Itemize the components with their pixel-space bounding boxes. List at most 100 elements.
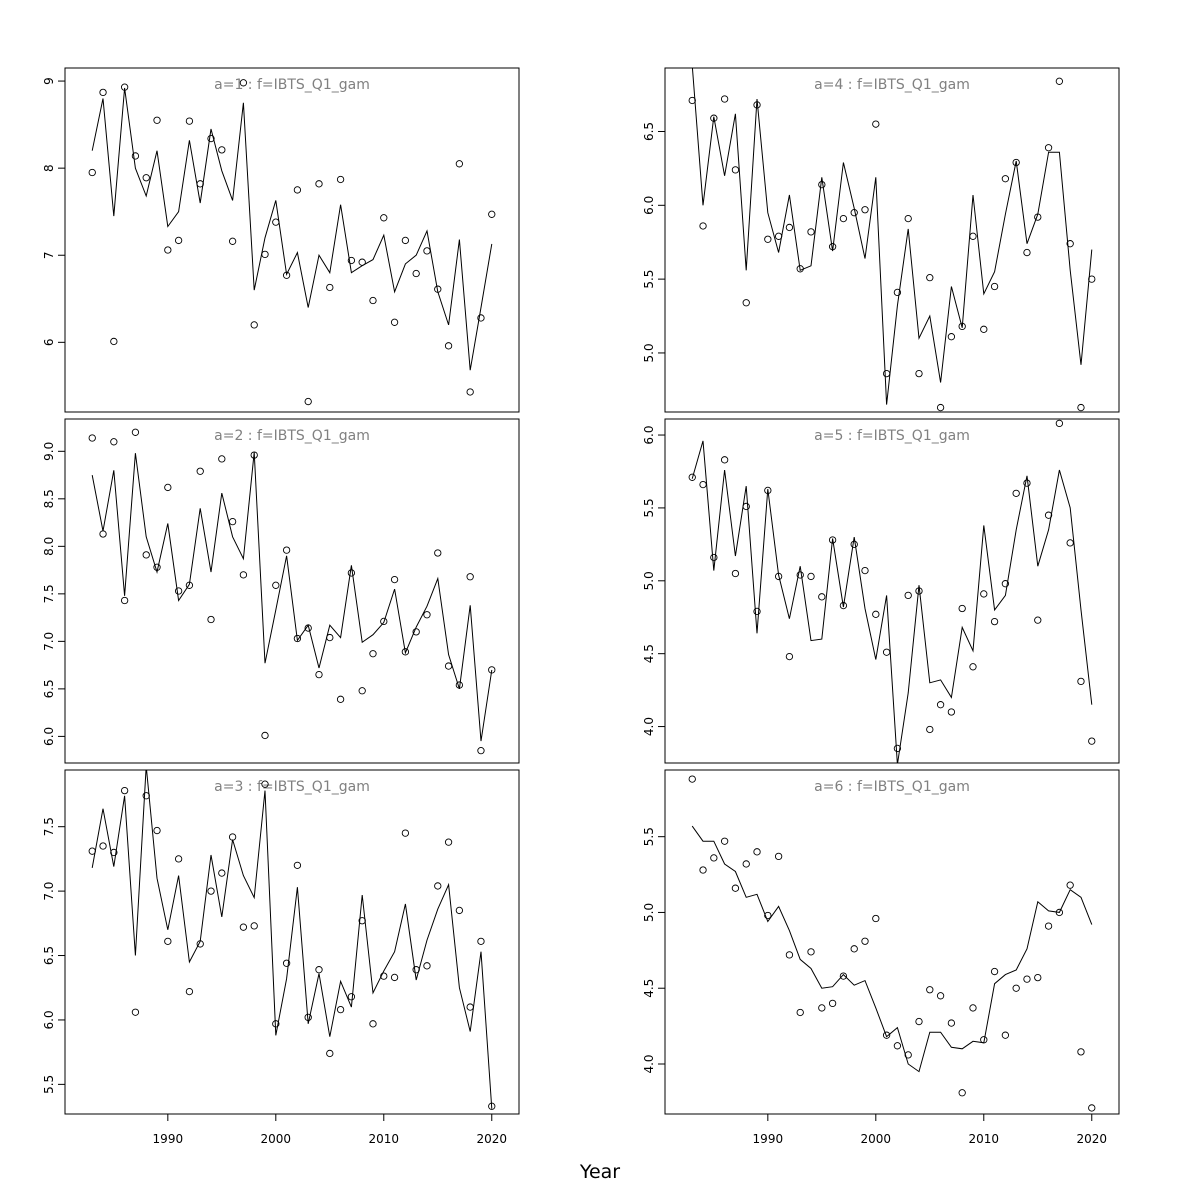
observed-point bbox=[358, 917, 366, 925]
observed-point bbox=[969, 1004, 977, 1012]
observed-point bbox=[466, 573, 474, 581]
x-tick-label: 2020 bbox=[476, 1132, 507, 1146]
observed-point bbox=[272, 581, 280, 589]
observed-point bbox=[401, 236, 410, 245]
observed-point bbox=[336, 175, 345, 184]
observed-point bbox=[796, 1008, 804, 1017]
observed-point bbox=[1034, 213, 1042, 221]
panel-5: a=3 : f=IBTS_Q1_gam 5.5 6.0 6.5 7.0 7.5 1990 20… bbox=[42, 769, 520, 1146]
observed-point bbox=[915, 587, 923, 595]
observed-point bbox=[401, 829, 410, 837]
panel-title: a=2 : f=IBTS_Q1_gam bbox=[214, 428, 370, 444]
plot-frame bbox=[64, 67, 520, 413]
observed-point bbox=[926, 273, 934, 282]
observed-point bbox=[142, 551, 150, 559]
panel-title: a=3 : f=IBTS_Q1_gam bbox=[214, 779, 370, 795]
observed-point bbox=[142, 174, 150, 182]
observed-point bbox=[796, 265, 804, 273]
observed-point bbox=[904, 1051, 912, 1059]
observed-point bbox=[1023, 479, 1031, 487]
observed-point bbox=[915, 1017, 923, 1026]
observed-point bbox=[455, 906, 464, 915]
observed-point bbox=[228, 517, 237, 526]
observed-point bbox=[1044, 144, 1053, 152]
y-tick-label: 5.0 bbox=[642, 343, 656, 362]
observed-point bbox=[228, 237, 237, 245]
observed-point bbox=[936, 701, 945, 709]
y-tick-label: 4.0 bbox=[642, 1054, 656, 1073]
observed-point bbox=[207, 887, 215, 895]
observed-point bbox=[796, 571, 804, 579]
observed-point bbox=[904, 591, 912, 600]
observed-point bbox=[153, 826, 161, 835]
observed-point bbox=[185, 117, 194, 125]
panel-1: a=1 : f=IBTS_Q1_gam 6 7 8 9 bbox=[42, 67, 520, 413]
observed-point bbox=[731, 884, 740, 892]
observed-point bbox=[358, 258, 366, 266]
observed-point bbox=[239, 79, 248, 87]
observed-point bbox=[131, 428, 140, 436]
observed-point bbox=[444, 342, 453, 350]
observed-point bbox=[742, 299, 750, 307]
observed-point bbox=[990, 967, 999, 976]
observed-point bbox=[99, 530, 107, 538]
observed-point bbox=[369, 1020, 377, 1028]
plot-frame bbox=[664, 769, 1120, 1115]
observed-point bbox=[861, 206, 869, 214]
x-axis-label: Year bbox=[579, 1161, 620, 1183]
observed-point bbox=[293, 634, 302, 643]
y-tick-label: 6.0 bbox=[42, 1010, 56, 1029]
observed-point bbox=[412, 966, 420, 974]
observed-point bbox=[293, 861, 302, 869]
observed-point bbox=[326, 633, 334, 642]
y-tick-label: 6.0 bbox=[642, 196, 656, 215]
observed-point bbox=[347, 256, 356, 265]
fitted-line bbox=[91, 452, 493, 742]
y-tick-label: 9 bbox=[42, 77, 56, 85]
observed-point bbox=[110, 337, 118, 346]
observed-point bbox=[347, 993, 356, 1001]
observed-point bbox=[1066, 881, 1074, 889]
y-tick-label: 6.5 bbox=[42, 679, 56, 698]
observed-point bbox=[293, 186, 302, 194]
fitted-line bbox=[91, 770, 493, 1109]
x-tick-label: 1990 bbox=[753, 1132, 784, 1146]
observed-point bbox=[423, 962, 431, 970]
observed-point bbox=[861, 937, 869, 945]
observed-point bbox=[850, 540, 858, 549]
y-tick-label: 6.0 bbox=[42, 727, 56, 746]
observed-point bbox=[872, 914, 880, 923]
observed-point bbox=[380, 617, 388, 626]
observed-point bbox=[131, 152, 140, 160]
fitted-line bbox=[691, 440, 1093, 763]
panel-3: a=2 : f=IBTS_Q1_gam 6.0 6.5 7.0 7.5 8.0 8.5 9.0 bbox=[42, 418, 520, 764]
observed-point bbox=[304, 624, 312, 632]
observed-point bbox=[969, 232, 977, 240]
observed-point bbox=[455, 681, 464, 689]
y-tick-label: 7.5 bbox=[42, 584, 56, 603]
panel-title: a=1 : f=IBTS_Q1_gam bbox=[214, 77, 370, 93]
observed-point bbox=[947, 1019, 956, 1027]
observed-point bbox=[250, 922, 258, 930]
panel-title: a=6 : f=IBTS_Q1_gam bbox=[814, 779, 970, 795]
observed-point bbox=[423, 611, 431, 619]
observed-point bbox=[882, 369, 891, 378]
observed-point bbox=[731, 166, 740, 174]
observed-point bbox=[153, 563, 161, 571]
observed-point bbox=[1001, 1031, 1010, 1039]
observed-point bbox=[120, 596, 129, 605]
observed-point bbox=[828, 999, 837, 1008]
x-tick-label: 2010 bbox=[969, 1132, 1000, 1146]
observed-point bbox=[488, 210, 496, 218]
y-tick-label: 5.5 bbox=[642, 827, 656, 846]
observed-point bbox=[488, 666, 496, 674]
observed-point bbox=[936, 992, 945, 1000]
observed-point bbox=[272, 218, 280, 226]
observed-point bbox=[850, 945, 858, 953]
plot-frame bbox=[64, 769, 520, 1115]
observed-point bbox=[828, 536, 837, 544]
observed-point bbox=[904, 214, 912, 223]
observed-point bbox=[710, 854, 718, 862]
y-tick-label: 6 bbox=[42, 339, 56, 347]
observed-point bbox=[390, 575, 399, 584]
